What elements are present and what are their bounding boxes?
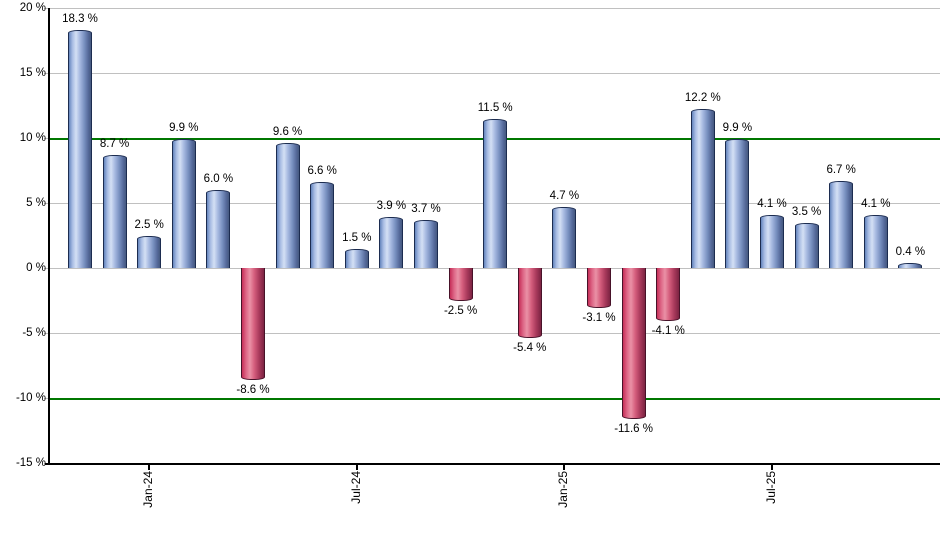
bar-Nov-23 bbox=[68, 30, 92, 268]
bar-value-label: 1.5 % bbox=[342, 231, 372, 244]
x-tick-label: Jan-24 bbox=[141, 471, 156, 508]
bar-value-label: 2.5 % bbox=[134, 218, 164, 231]
gridline bbox=[49, 73, 940, 74]
bar-value-label: -8.6 % bbox=[236, 383, 270, 396]
bar-value-label: -2.5 % bbox=[443, 304, 478, 317]
y-axis-tick bbox=[44, 138, 49, 139]
bar-value-label: 9.9 % bbox=[722, 122, 753, 135]
bar-value-label: 4.7 % bbox=[549, 189, 580, 202]
y-tick-label: -5 % bbox=[22, 327, 46, 339]
bar-Oct-24 bbox=[448, 268, 473, 301]
bar-Sep-25 bbox=[829, 180, 854, 268]
bar-value-label: 6.6 % bbox=[307, 165, 337, 178]
bar-Jun-25 bbox=[725, 139, 750, 268]
bar-value-label: 11.5 % bbox=[477, 101, 513, 114]
gridline bbox=[49, 268, 940, 269]
bar-value-label: 9.9 % bbox=[169, 122, 199, 135]
gridline bbox=[49, 333, 940, 334]
bar-Feb-25 bbox=[587, 268, 611, 309]
bar-Sep-24 bbox=[414, 219, 438, 268]
x-axis-line bbox=[45, 463, 940, 465]
bar-Jul-24 bbox=[344, 248, 369, 268]
bar-value-label: 4.1 % bbox=[861, 197, 891, 210]
x-axis-tick bbox=[563, 464, 566, 470]
bar-value-label: 18.3 % bbox=[62, 13, 98, 26]
bar-Jun-24 bbox=[310, 182, 335, 268]
bar-Apr-24 bbox=[241, 268, 265, 380]
bar-Aug-25 bbox=[794, 222, 819, 268]
bar-Nov-25 bbox=[898, 262, 923, 268]
bar-Apr-25 bbox=[656, 268, 681, 322]
bar-value-label: 4.1 % bbox=[757, 197, 787, 210]
bar-Jul-25 bbox=[760, 214, 784, 268]
bar-May-25 bbox=[690, 109, 715, 268]
bar-Feb-24 bbox=[171, 139, 196, 268]
y-tick-label: -10 % bbox=[15, 392, 46, 404]
y-axis-tick bbox=[44, 73, 49, 74]
y-axis-tick bbox=[44, 203, 49, 204]
bar-Jan-24 bbox=[137, 235, 162, 268]
y-tick-label: 15 % bbox=[19, 67, 46, 79]
bar-Mar-25 bbox=[621, 268, 646, 419]
x-tick-label: Jul-24 bbox=[348, 471, 363, 504]
y-axis-tick bbox=[44, 333, 49, 334]
bar-value-label: 3.9 % bbox=[376, 200, 407, 213]
x-tick-label: Jul-25 bbox=[764, 471, 778, 504]
y-axis-tick bbox=[44, 398, 49, 399]
bar-Aug-24 bbox=[379, 217, 404, 268]
bar-value-label: 6.7 % bbox=[826, 163, 856, 176]
highlight-gridline bbox=[49, 398, 940, 400]
bar-value-label: -4.1 % bbox=[651, 325, 685, 338]
bar-Nov-24 bbox=[483, 118, 508, 268]
bar-value-label: -11.6 % bbox=[614, 422, 653, 435]
bar-Oct-25 bbox=[863, 214, 888, 268]
x-axis-tick bbox=[355, 464, 358, 470]
y-tick-label: 20 % bbox=[19, 2, 46, 14]
bar-value-label: 0.4 % bbox=[895, 245, 926, 258]
y-axis-tick bbox=[44, 268, 49, 269]
x-axis-tick bbox=[148, 464, 151, 470]
bar-value-label: -3.1 % bbox=[582, 312, 616, 325]
y-tick-label: -15 % bbox=[15, 457, 46, 469]
bar-value-label: 9.6 % bbox=[272, 126, 303, 139]
bar-Dec-23 bbox=[102, 154, 127, 268]
bar-value-label: 3.5 % bbox=[791, 205, 822, 218]
bar-value-label: 3.7 % bbox=[411, 202, 441, 215]
bar-value-label: 8.7 % bbox=[99, 137, 130, 150]
y-tick-label: 10 % bbox=[19, 132, 46, 144]
bar-Dec-24 bbox=[517, 268, 542, 339]
bar-Mar-24 bbox=[206, 190, 231, 268]
bar-Jan-25 bbox=[552, 206, 577, 268]
y-axis-line bbox=[48, 8, 50, 464]
bar-May-24 bbox=[275, 143, 300, 268]
gridline bbox=[49, 8, 940, 9]
x-axis-tick bbox=[771, 464, 773, 470]
bar-value-label: 6.0 % bbox=[203, 173, 234, 185]
y-axis-tick bbox=[44, 8, 49, 9]
bar-value-label: -5.4 % bbox=[513, 342, 547, 355]
y-tick-label: 5 % bbox=[26, 197, 46, 209]
x-tick-label: Jan-25 bbox=[556, 471, 571, 508]
y-tick-label: 0 % bbox=[26, 262, 46, 274]
bar-value-label: 12.2 % bbox=[684, 92, 721, 105]
